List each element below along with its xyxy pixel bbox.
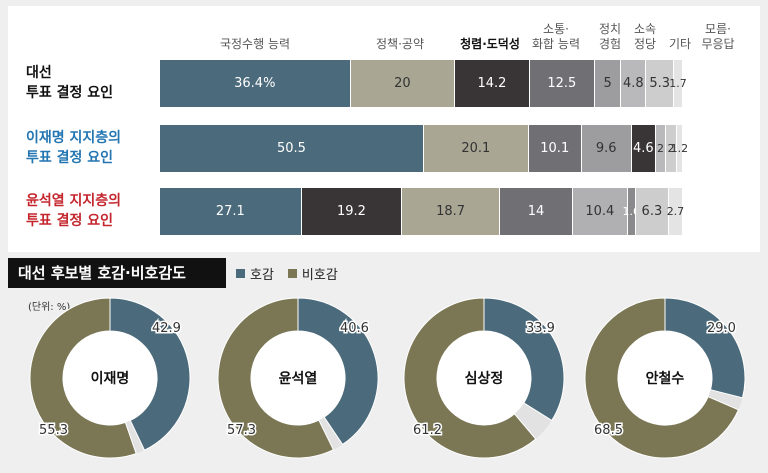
value-label: 2.7 bbox=[666, 205, 685, 218]
value-label: 42.9 bbox=[152, 321, 181, 336]
bar-segment: 50.5 bbox=[160, 125, 424, 172]
value-label: 33.9 bbox=[526, 321, 555, 336]
value-label: 50.5 bbox=[276, 141, 306, 156]
bar-segment: 6.3 bbox=[635, 188, 669, 235]
candidate-name: 심상정 bbox=[465, 370, 504, 387]
category-label: 정책·공약 bbox=[376, 37, 424, 51]
value-label: 1.2 bbox=[670, 142, 689, 155]
legend-label: 호감 bbox=[250, 268, 274, 283]
donut-center bbox=[618, 331, 712, 425]
value-label: 12.5 bbox=[547, 76, 577, 91]
donut-center bbox=[437, 331, 531, 425]
value-label: 10.1 bbox=[540, 141, 570, 156]
bar-segment: 20.1 bbox=[423, 125, 529, 172]
legend-item: 호감 bbox=[236, 264, 274, 283]
bar-segment: 12.5 bbox=[529, 60, 596, 107]
bar-segment: 10.4 bbox=[573, 188, 628, 235]
value-label: 61.2 bbox=[413, 423, 442, 438]
value-label: 19.2 bbox=[336, 204, 366, 219]
value-label: 29.0 bbox=[707, 321, 736, 336]
row-label: 이재명 지지층의 투표 결정 요인 bbox=[26, 130, 122, 166]
value-label: 14 bbox=[527, 204, 545, 219]
bar-segment: 20 bbox=[350, 60, 456, 107]
candidate-name: 안철수 bbox=[646, 370, 685, 387]
value-label: 68.5 bbox=[594, 423, 623, 438]
donut-center bbox=[63, 331, 157, 425]
bar-segment: 14.2 bbox=[455, 60, 530, 107]
donut-center bbox=[251, 331, 345, 425]
value-label: 40.6 bbox=[340, 321, 369, 336]
value-label: 9.6 bbox=[595, 141, 617, 156]
candidate-name: 이재명 bbox=[91, 370, 130, 387]
bar-segment: 36.4% bbox=[160, 60, 351, 107]
bar-segment: 4.6 bbox=[631, 125, 656, 172]
legend-swatch bbox=[287, 269, 297, 278]
value-label: 36.4% bbox=[234, 76, 276, 91]
candidate-name: 윤석열 bbox=[279, 370, 318, 387]
value-label: 27.1 bbox=[215, 204, 245, 219]
value-label: 5 bbox=[603, 76, 612, 91]
bar-segment: 14 bbox=[499, 188, 574, 235]
value-label: 20.1 bbox=[461, 141, 491, 156]
bar-segment: 1.2 bbox=[671, 125, 688, 172]
bar-segment: 9.6 bbox=[581, 125, 632, 172]
bar-segment: 5.3 bbox=[646, 60, 675, 107]
value-label: 5.3 bbox=[649, 76, 671, 91]
legend-item: 비호감 bbox=[287, 264, 338, 283]
value-label: 4.6 bbox=[632, 141, 654, 156]
bar-segment: 27.1 bbox=[160, 188, 302, 235]
category-label: 국정수행 능력 bbox=[219, 37, 291, 51]
bar-segment: 18.7 bbox=[402, 188, 500, 235]
bar-segment: 4.8 bbox=[621, 60, 647, 107]
category-label: 소통· 화합 능력 bbox=[532, 22, 580, 51]
category-label: 기타 bbox=[668, 37, 692, 51]
value-label: 1.7 bbox=[669, 77, 687, 90]
value-label: 14.2 bbox=[477, 76, 507, 91]
unit: (단위: %) bbox=[28, 302, 71, 313]
value-label: 20 bbox=[394, 76, 411, 91]
row-label: 대선 투표 결정 요인 bbox=[26, 65, 114, 101]
value-label: 57.3 bbox=[227, 423, 256, 438]
legend: 호감 비호감 bbox=[236, 264, 338, 283]
value-label: 55.3 bbox=[39, 423, 68, 438]
value-label: 10.4 bbox=[585, 204, 615, 219]
category-label: 청렴·도덕성 bbox=[460, 37, 520, 51]
category-label: 소속 정당 bbox=[633, 22, 657, 51]
row-label: 윤석열 지지층의 투표 결정 요인 bbox=[26, 193, 122, 229]
legend-swatch bbox=[236, 269, 245, 278]
bar-segment: 1.6 bbox=[622, 188, 640, 235]
bar-segment: 2.7 bbox=[666, 188, 685, 235]
value-label: 4.8 bbox=[622, 76, 644, 91]
value-label: 6.3 bbox=[641, 204, 663, 219]
category-label: 모름· 무응답 bbox=[701, 22, 735, 51]
value-label: 18.7 bbox=[436, 204, 466, 219]
value-label: 2 bbox=[667, 142, 675, 155]
bar-segment: 19.2 bbox=[301, 188, 403, 235]
bar-segment: 2 bbox=[655, 125, 667, 172]
category-label: 정치 경험 bbox=[598, 22, 622, 51]
legend-label: 비호감 bbox=[301, 268, 338, 283]
section-title: 대선 후보별 호감·비호감도 bbox=[8, 258, 226, 288]
value-label: 1.6 bbox=[622, 205, 640, 218]
bar-segment: 2 bbox=[666, 125, 677, 172]
bar-segment: 10.1 bbox=[528, 125, 582, 172]
bar-segment: 5 bbox=[595, 60, 622, 107]
value-label: 2 bbox=[657, 142, 665, 155]
bar-segment: 1.7 bbox=[669, 60, 687, 107]
